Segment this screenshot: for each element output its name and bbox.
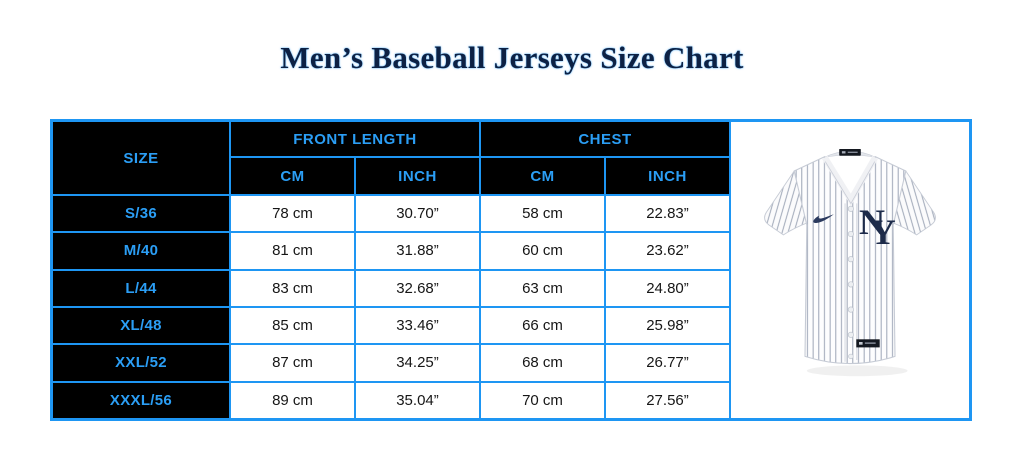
ny-interlocking-logo: N Y xyxy=(859,202,896,252)
jersey-button xyxy=(847,205,854,212)
front-length-inch-cell: 32.68” xyxy=(356,270,479,306)
ny-logo-letter-n: N xyxy=(859,202,885,242)
jersey-button xyxy=(847,306,854,313)
page-title: Men’s Baseball Jerseys Size Chart xyxy=(280,40,744,75)
front-length-cm-cell: 83 cm xyxy=(231,270,354,306)
jersey-button xyxy=(847,230,854,238)
chest-cm-cell: 63 cm xyxy=(481,270,604,306)
jersey-shadow xyxy=(806,365,908,377)
size-cell: XXXL/56 xyxy=(53,382,229,418)
chest-cm-cell: 70 cm xyxy=(481,382,604,418)
header-chest-inch: INCH xyxy=(606,158,729,194)
chest-inch-cell: 22.83” xyxy=(606,196,729,232)
jersey-button xyxy=(847,281,854,288)
nike-swoosh-icon xyxy=(813,214,834,224)
front-length-inch-cell: 30.70” xyxy=(356,196,479,232)
front-length-inch-cell: 34.25” xyxy=(356,345,479,381)
chest-cm-cell: 58 cm xyxy=(481,196,604,232)
front-length-cm-cell: 89 cm xyxy=(231,382,354,418)
front-length-inch-cell: 33.46” xyxy=(356,307,479,344)
header-size: SIZE xyxy=(53,122,229,194)
chest-inch-cell: 24.80” xyxy=(606,270,729,306)
chest-cm-cell: 60 cm xyxy=(481,233,604,269)
jersey-collar-edge xyxy=(824,161,876,205)
jersey-collar xyxy=(822,155,878,206)
jersey-buttons xyxy=(847,205,854,360)
jersey-button xyxy=(847,256,854,263)
size-cell: L/44 xyxy=(53,270,229,306)
front-length-cm-cell: 81 cm xyxy=(231,233,354,269)
jersey-photo-panel: N Y xyxy=(729,122,969,418)
size-chart-table: SIZE FRONT LENGTH CHEST CM INCH CM INCH … xyxy=(53,122,729,418)
front-length-cm-cell: 85 cm xyxy=(231,307,354,344)
size-chart-board: SIZE FRONT LENGTH CHEST CM INCH CM INCH … xyxy=(50,119,972,421)
chest-cm-cell: 68 cm xyxy=(481,345,604,381)
front-length-cm-cell: 78 cm xyxy=(231,196,354,232)
jersey-image: N Y xyxy=(764,148,936,377)
chest-cm-cell: 66 cm xyxy=(481,307,604,344)
header-chest: CHEST xyxy=(481,122,729,156)
chest-inch-cell: 27.56” xyxy=(606,382,729,418)
neck-tag xyxy=(839,148,861,156)
header-chest-cm: CM xyxy=(481,158,604,194)
ny-logo-letter-y: Y xyxy=(870,212,896,252)
front-length-cm-cell: 87 cm xyxy=(231,345,354,381)
jersey-button xyxy=(848,353,854,360)
front-length-inch-cell: 35.04” xyxy=(356,382,479,418)
header-front-length-inch: INCH xyxy=(356,158,479,194)
chest-inch-cell: 25.98” xyxy=(606,307,729,344)
jock-tag xyxy=(856,339,880,348)
size-cell: S/36 xyxy=(53,196,229,232)
header-front-length: FRONT LENGTH xyxy=(231,122,479,156)
jersey-button xyxy=(847,331,854,338)
size-cell: XL/48 xyxy=(53,307,229,344)
front-length-inch-cell: 31.88” xyxy=(356,233,479,269)
chest-inch-cell: 26.77” xyxy=(606,345,729,381)
chest-inch-cell: 23.62” xyxy=(606,233,729,269)
size-cell: M/40 xyxy=(53,233,229,269)
size-cell: XXL/52 xyxy=(53,345,229,381)
header-front-length-cm: CM xyxy=(231,158,354,194)
